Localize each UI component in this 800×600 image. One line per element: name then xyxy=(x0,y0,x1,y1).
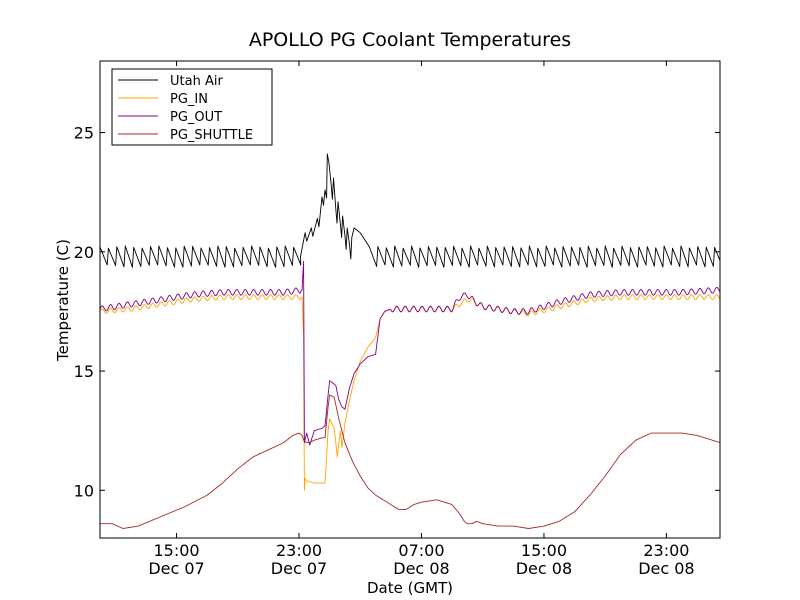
y-axis-label: Temperature (C) xyxy=(54,239,72,362)
legend: Utah Air PG_IN PG_OUT PG_SHUTTLE xyxy=(111,68,273,146)
series-line-pg-out xyxy=(100,260,720,446)
x-tick-label-date: Dec 08 xyxy=(516,559,572,578)
x-tick-label-time: 23:00 xyxy=(276,541,322,560)
legend-label-utah-air: Utah Air xyxy=(170,74,223,89)
x-tick-label-time: 07:00 xyxy=(398,541,444,560)
x-tick-label-date: Dec 08 xyxy=(638,559,694,578)
x-tick-label-date: Dec 07 xyxy=(271,559,327,578)
legend-label-pg-in: PG_IN xyxy=(170,92,208,107)
series-line-pg-shuttle xyxy=(100,394,720,529)
y-tick-label: 20 xyxy=(74,243,94,262)
series-line-utah-air xyxy=(100,153,720,268)
chart-title: APOLLO PG Coolant Temperatures xyxy=(249,29,571,51)
series-lines xyxy=(100,153,720,529)
x-axis-label: Date (GMT) xyxy=(367,579,453,597)
legend-label-pg-out: PG_OUT xyxy=(170,110,222,125)
y-tick-label: 10 xyxy=(74,481,94,500)
y-tick-label: 15 xyxy=(74,362,94,381)
y-tick-label: 25 xyxy=(74,124,94,143)
legend-label-pg-shuttle: PG_SHUTTLE xyxy=(170,128,253,143)
x-tick-label-time: 23:00 xyxy=(643,541,689,560)
x-tick-label-time: 15:00 xyxy=(153,541,199,560)
legend-box xyxy=(111,68,273,146)
x-tick-label-date: Dec 08 xyxy=(393,559,449,578)
x-tick-label-time: 15:00 xyxy=(521,541,567,560)
series-line-pg-in xyxy=(100,294,720,491)
plot-frame xyxy=(99,60,721,539)
x-tick-label-date: Dec 07 xyxy=(148,559,204,578)
y-axis: 10 15 20 25 xyxy=(74,124,720,500)
